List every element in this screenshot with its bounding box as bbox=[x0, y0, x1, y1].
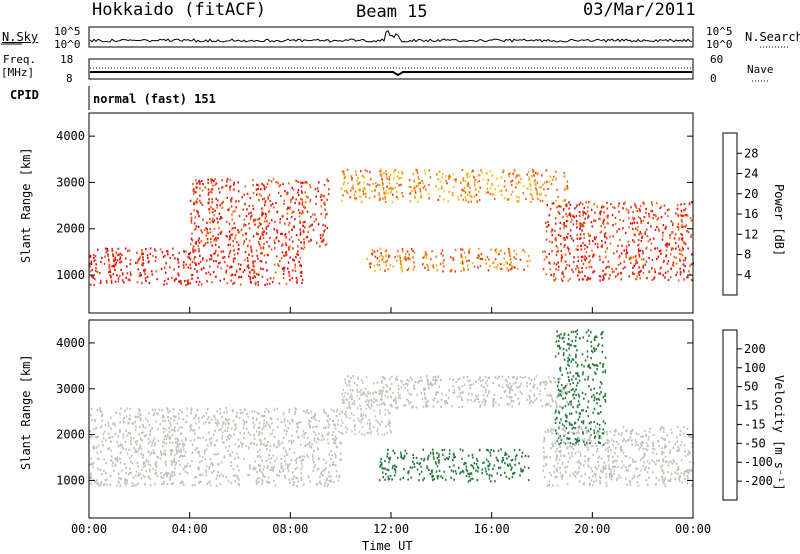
noise-left-tick-top: 10^5 bbox=[54, 25, 81, 38]
ytick-label-2000: 2000 bbox=[56, 428, 85, 442]
xtick-label-2: 08:00 bbox=[272, 522, 308, 536]
ytick-label-1000: 1000 bbox=[56, 473, 85, 487]
vel-cbar-tick-label-0: 200 bbox=[744, 342, 766, 356]
xtick-label-5: 20:00 bbox=[574, 522, 610, 536]
velocity-feature-5 bbox=[542, 425, 695, 488]
xtick-label-3: 12:00 bbox=[373, 522, 409, 536]
velocity-ylabel: Slant Range [km] bbox=[19, 354, 33, 470]
beam-title: Beam 15 bbox=[356, 2, 428, 22]
nave-label: Nave bbox=[747, 63, 774, 76]
power-cbar-tick-label-5: 8 bbox=[744, 248, 751, 262]
power-feature-4 bbox=[542, 201, 694, 282]
power-cbar-tick-label-6: 4 bbox=[744, 268, 751, 282]
power-colorbar-label: Power [dB] bbox=[772, 184, 786, 257]
ytick-label-3000: 3000 bbox=[56, 175, 85, 189]
velocity-y-axis: 1000 2000 3000 4000 bbox=[56, 336, 693, 487]
power-y-axis: 1000 2000 3000 4000 bbox=[56, 129, 693, 282]
velocity-colorbar: 200 100 50 15 -15 -50 -100 -200 bbox=[722, 329, 773, 501]
power-feature-2 bbox=[340, 168, 569, 204]
ytick-label-3000: 3000 bbox=[56, 382, 85, 396]
cpid-value: normal (fast) 151 bbox=[93, 92, 216, 106]
noise-trace bbox=[89, 30, 693, 43]
xtick-label-6: 00:00 bbox=[675, 522, 711, 536]
freq-left-tick-top: 18 bbox=[60, 53, 74, 66]
freq-unit-label: [MHz] bbox=[1, 66, 35, 79]
xtick-label-0: 00:00 bbox=[71, 522, 107, 536]
noise-panel bbox=[1, 26, 788, 48]
power-colorbar: 28 24 20 16 12 8 4 bbox=[722, 132, 758, 296]
cpid-label: CPID bbox=[10, 88, 39, 102]
noise-right-tick-bottom: 10^0 bbox=[706, 38, 733, 51]
freq-left-tick-bottom: 8 bbox=[66, 72, 73, 85]
velocity-colorbar-label: Velocity [m s⁻¹] bbox=[772, 375, 786, 491]
power-cbar-tick-label-4: 12 bbox=[744, 227, 758, 241]
nsky-label: N.Sky bbox=[2, 30, 39, 44]
vel-cbar-tick-label-4: -15 bbox=[744, 417, 766, 431]
xtick-label-1: 04:00 bbox=[172, 522, 208, 536]
power-cbar-tick-label-2: 20 bbox=[744, 187, 758, 201]
xtick-label-4: 16:00 bbox=[474, 522, 510, 536]
vel-cbar-frame bbox=[722, 329, 738, 501]
velocity-scatter-data bbox=[89, 329, 695, 488]
freq-panel bbox=[88, 58, 770, 82]
time-xlabel: Time UT bbox=[362, 539, 413, 553]
velocity-feature-3 bbox=[340, 388, 393, 436]
power-cbar-frame bbox=[722, 132, 738, 296]
power-feature-3 bbox=[366, 247, 531, 273]
vel-cbar-tick-label-7: -200 bbox=[744, 474, 773, 488]
freq-label: Freq. bbox=[3, 53, 37, 66]
power-panel: 1000 2000 3000 4000 bbox=[56, 112, 694, 314]
power-ylabel: Slant Range [km] bbox=[19, 147, 33, 263]
nave-right-tick-bottom: 0 bbox=[710, 72, 717, 85]
date-title: 03/Mar/2011 bbox=[583, 0, 696, 20]
nsearch-label: N.Search bbox=[745, 30, 800, 44]
ytick-label-2000: 2000 bbox=[56, 222, 85, 236]
velocity-panel: 1000 2000 3000 4000 00:00 04:00 08:00 12:00 16:… bbox=[56, 307, 711, 536]
nave-right-tick-top: 60 bbox=[710, 53, 724, 66]
velocity-feature-0 bbox=[89, 407, 343, 488]
power-feature-0 bbox=[89, 247, 305, 287]
freq-trace bbox=[90, 71, 692, 77]
ytick-label-4000: 4000 bbox=[56, 336, 85, 350]
vel-cbar-tick-label-3: 15 bbox=[744, 399, 758, 413]
power-cbar-tick-label-0: 28 bbox=[744, 146, 758, 160]
vel-cbar-tick-label-1: 100 bbox=[744, 361, 766, 375]
vel-cbar-tick-label-2: 50 bbox=[744, 380, 758, 394]
velocity-feature-1 bbox=[378, 448, 530, 483]
noise-right-tick-top: 10^5 bbox=[706, 25, 733, 38]
noise-left-tick-bottom: 10^0 bbox=[54, 38, 81, 51]
ytick-label-1000: 1000 bbox=[56, 268, 85, 282]
nsky-trace bbox=[89, 30, 693, 43]
vel-cbar-tick-label-5: -50 bbox=[744, 436, 766, 450]
power-feature-1 bbox=[189, 177, 330, 250]
velocity-feature-2 bbox=[341, 375, 569, 409]
power-cbar-tick-label-1: 24 bbox=[744, 167, 758, 181]
station-title: Hokkaido (fitACF) bbox=[92, 0, 266, 20]
vel-cbar-tick-label-6: -100 bbox=[744, 455, 773, 469]
time-x-axis: 00:00 04:00 08:00 12:00 16:00 20:00 00:00 bbox=[71, 307, 711, 536]
velocity-feature-4 bbox=[554, 329, 607, 446]
power-cbar-tick-label-3: 16 bbox=[744, 207, 758, 221]
power-scatter-data bbox=[89, 168, 694, 287]
ytick-label-4000: 4000 bbox=[56, 129, 85, 143]
